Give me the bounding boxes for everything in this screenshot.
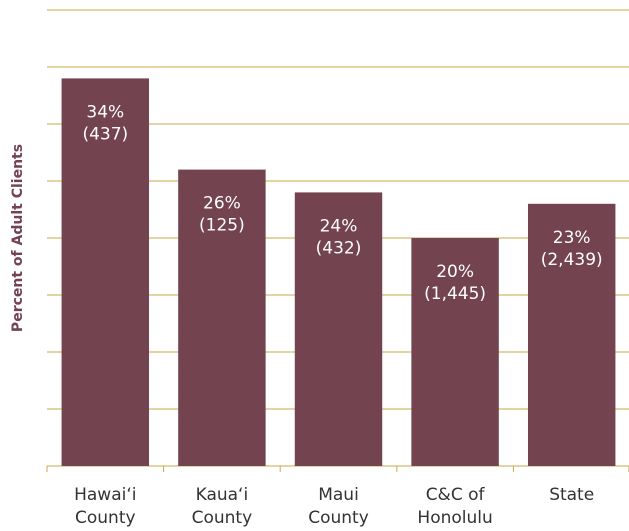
count-label: (1,445) xyxy=(424,284,486,304)
count-label: (437) xyxy=(82,124,128,144)
x-tick-label: State xyxy=(549,485,595,505)
x-tick-label: Hawai‘i County xyxy=(74,485,137,528)
value-label: 26% xyxy=(203,194,241,214)
bar xyxy=(527,203,616,467)
x-tick-label: C&C of Honolulu xyxy=(417,485,493,528)
count-label: (432) xyxy=(316,238,362,258)
count-label: (2,439) xyxy=(541,250,603,270)
count-label: (125) xyxy=(199,216,245,236)
bar xyxy=(178,169,266,466)
value-label: 20% xyxy=(436,262,474,282)
bar xyxy=(61,78,150,467)
x-tick-label: Kaua‘i County xyxy=(191,485,253,528)
value-label: 34% xyxy=(86,102,124,122)
y-axis-label: Percent of Adult Clients xyxy=(10,144,26,332)
bar xyxy=(294,192,383,466)
value-label: 24% xyxy=(320,216,358,236)
bar xyxy=(411,238,499,466)
value-label: 23% xyxy=(553,228,591,248)
x-tick-label: Maui County xyxy=(308,485,369,528)
